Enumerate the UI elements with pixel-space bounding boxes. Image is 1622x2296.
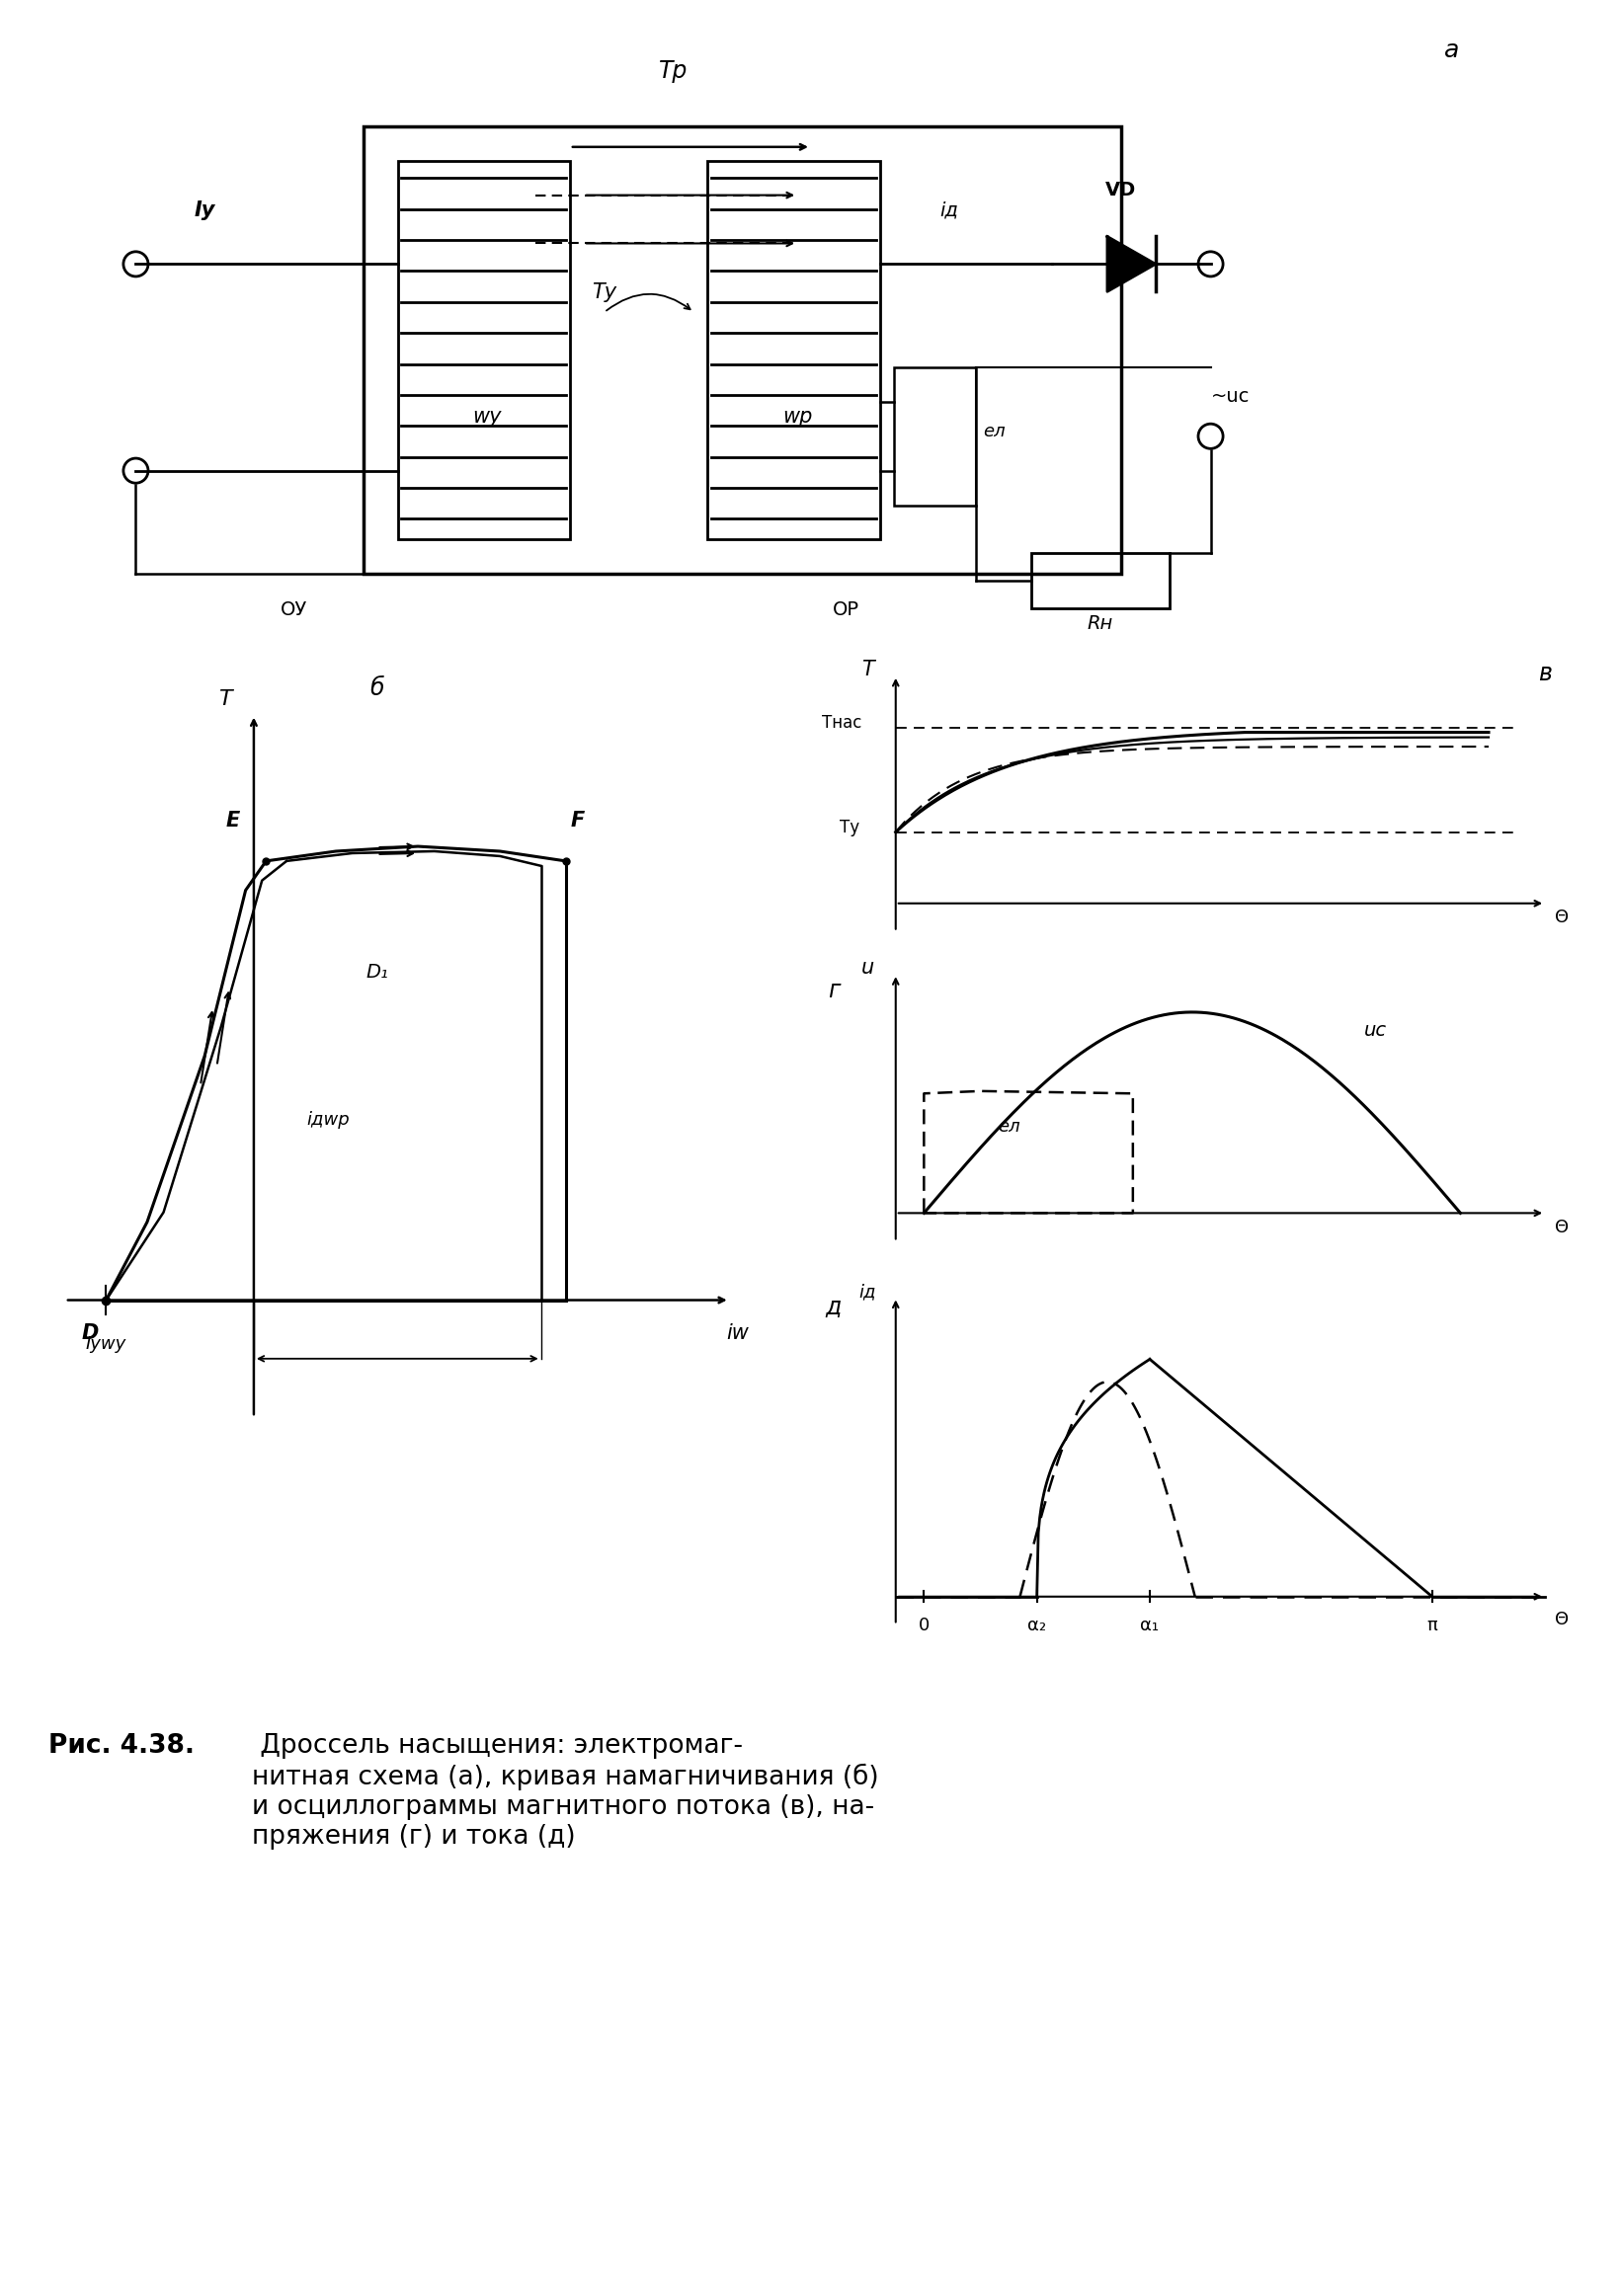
Text: Τр: Τр: [659, 60, 688, 83]
Text: 0: 0: [918, 1616, 929, 1635]
Text: iдwр: iдwр: [307, 1111, 349, 1127]
Text: F: F: [571, 810, 586, 831]
Text: α₁: α₁: [1140, 1616, 1160, 1635]
Text: Θ: Θ: [1555, 909, 1568, 925]
Text: ~uс: ~uс: [1210, 388, 1249, 406]
Text: Θ: Θ: [1555, 1612, 1568, 1628]
Text: iд: iд: [858, 1283, 876, 1302]
Text: б: б: [370, 677, 384, 700]
Bar: [1032, 553, 1169, 608]
Text: iw: iw: [727, 1322, 749, 1343]
Bar: [397, 161, 569, 540]
Text: wу: wу: [472, 406, 501, 427]
Text: wр: wр: [782, 406, 813, 427]
Text: ОР: ОР: [832, 602, 858, 620]
Text: VD: VD: [1106, 181, 1137, 200]
Text: Τу: Τу: [592, 282, 616, 303]
Text: д: д: [826, 1295, 842, 1318]
Text: Рис. 4.38.: Рис. 4.38.: [49, 1733, 195, 1759]
Text: α₂: α₂: [1027, 1616, 1046, 1635]
Text: Τ: Τ: [861, 659, 874, 680]
Text: Iу: Iу: [195, 200, 216, 220]
Text: г: г: [827, 978, 840, 1003]
Text: в: в: [1538, 661, 1552, 684]
Text: u: u: [861, 957, 874, 978]
Polygon shape: [1108, 236, 1155, 292]
Text: Iуwу: Iуwу: [86, 1334, 127, 1352]
Bar: [363, 126, 1121, 574]
Bar: [707, 161, 879, 540]
Text: ОУ: ОУ: [281, 602, 308, 620]
Text: Дроссель насыщения: электромаг-
нитная схема (а), кривая намагничивания (б)
и ос: Дроссель насыщения: электромаг- нитная с…: [251, 1733, 878, 1851]
Text: eл: eл: [998, 1118, 1020, 1137]
Bar: [894, 367, 976, 505]
Text: D₁: D₁: [365, 964, 388, 983]
Text: iд: iд: [939, 202, 959, 220]
Text: π: π: [1427, 1616, 1437, 1635]
Text: D: D: [81, 1322, 99, 1343]
Text: E: E: [225, 810, 240, 831]
Text: Τнас: Τнас: [822, 714, 863, 732]
Text: а: а: [1444, 39, 1460, 62]
Text: Τу: Τу: [839, 817, 860, 836]
Text: Rн: Rн: [1087, 615, 1113, 634]
Text: Θ: Θ: [1555, 1219, 1568, 1235]
Text: Τ: Τ: [219, 689, 232, 709]
Text: eл: eл: [983, 422, 1006, 441]
Text: uс: uс: [1364, 1022, 1387, 1040]
